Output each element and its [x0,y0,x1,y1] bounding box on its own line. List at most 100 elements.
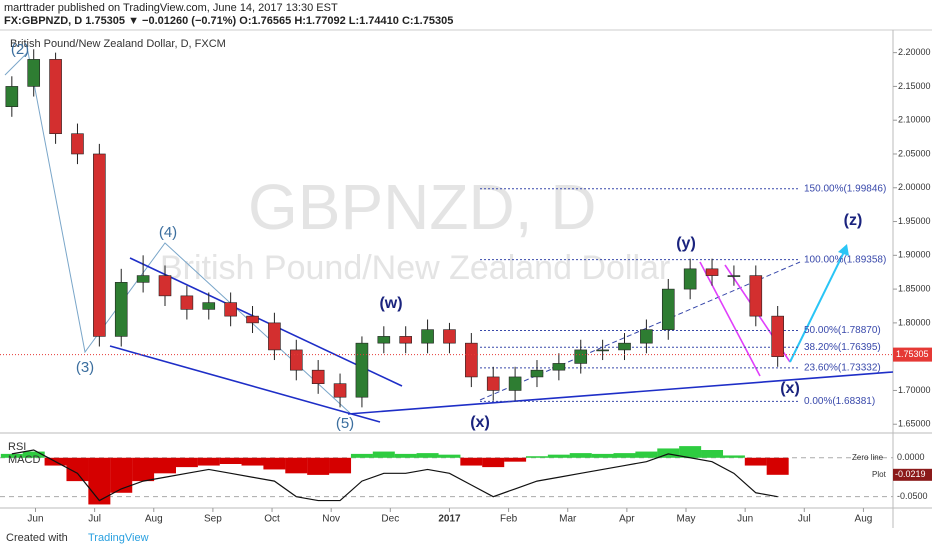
candle-body [640,329,653,344]
y-tick-label: 2.15000 [898,81,931,91]
macd-hist-bar [635,451,658,458]
candle-body [180,295,194,310]
macd-hist-bar [766,457,789,475]
candle-body [246,315,259,324]
main-pane [4,49,893,423]
x-tick-label: Dec [381,514,399,525]
x-tick-label: Jul [88,514,101,525]
macd-hist-bar [0,453,23,458]
y-tick-label: 1.70000 [898,385,931,395]
macd-hist-bar [591,453,614,458]
last-price-label: 1.75305 [896,349,929,359]
macd-hist-bar [175,457,198,468]
plot-box [893,468,932,481]
publisher-line: marttrader published on TradingView.com,… [4,2,338,14]
zero-line-label: Zero line [852,453,884,462]
macd-hist-bar [66,457,89,482]
y-tick-label: 2.00000 [898,182,931,192]
watermark-name: British Pound/New Zealand Dollar [160,249,670,287]
watermark-symbol: GBPNZD, D [248,171,596,243]
fib-label: 100.00%(1.89358) [804,254,886,265]
indicator-pane [0,446,893,505]
y-tick-label: 1.90000 [898,250,931,260]
candle-body [421,329,434,344]
plot-label: Plot [872,470,887,479]
macd-hist-bar [350,453,373,458]
macd-line [11,449,778,502]
candle-body [443,329,456,344]
fib-label: 150.00%(1.99846) [804,183,886,194]
candle-body [355,342,369,398]
candle-body [574,349,588,364]
candle-body [596,349,609,352]
macd-hist-bar [307,457,330,475]
y-tick-label: 1.95000 [898,216,931,226]
fib-label: 38.20%(1.76395) [804,342,881,353]
candle-body [552,363,566,371]
symbol-line: FX:GBPNZD, D 1.75305 ▼ −0.01260 (−0.71%)… [4,15,453,27]
y-tick-label: 2.05000 [898,148,931,158]
candle-body [771,315,784,357]
y-tick-label: 2.20000 [898,47,931,57]
candle-body [202,302,216,310]
candle-body [508,376,522,391]
macd-hist-bar [372,451,395,458]
x-tick-label: Jul [798,514,811,525]
trend-line [347,371,893,415]
candle-body [661,288,675,330]
candle-body [683,268,697,290]
x-tick-label: Oct [264,514,280,525]
x-tick-label: May [677,514,696,525]
candle-body [289,349,303,371]
x-tick-label: Aug [145,514,163,525]
candle-body [27,59,41,87]
macd-hist-bar [153,457,176,474]
candle-body [158,275,172,297]
macd-hist-bar [88,457,111,505]
macd-hist-bar [482,457,505,468]
candle-body [224,302,237,317]
rsi-label: RSI [8,441,26,453]
channel-lower [699,261,761,377]
candle-body [705,268,719,276]
candle-body [71,133,84,155]
wave-label: (x) [470,414,490,431]
x-tick-label: Jun [27,514,43,525]
macd-hist-bar [329,457,352,474]
candle-body [311,369,325,384]
macd-hist-bar [525,456,548,458]
macd-hist-bar [657,448,680,458]
wave-label: (2) [11,41,29,58]
wave-label: (5) [336,415,354,432]
macd-hist-bar [569,453,592,458]
fib-label: 23.60%(1.73332) [804,363,881,374]
macd-hist-bar [722,455,745,458]
wedge-lower [109,345,381,423]
wave-label: (w) [379,295,402,312]
macd-hist-bar [460,457,483,466]
wave-label: (x) [780,380,800,397]
macd-hist-bar [744,457,767,466]
candle-body [5,86,19,107]
macd-hist-bar [504,457,527,462]
candle-body [333,383,347,398]
projection-arrow [789,249,846,363]
wave-label: (y) [676,235,696,252]
candle-body [268,322,281,351]
plot-value: -0.0219 [895,469,926,479]
macd-label: MACD [8,454,40,466]
macd-hist-bar [285,457,308,474]
candle-body [136,275,150,283]
candle-body [377,336,391,344]
fib-label: 0.00%(1.68381) [804,396,875,407]
candle-body [93,153,106,337]
y-tick-label: 2.10000 [898,115,931,125]
wave-label: (3) [76,359,94,376]
x-tick-label: Mar [559,514,577,525]
wave-label: (z) [844,212,863,229]
x-tick-label: 2017 [438,514,461,525]
macd-hist-bar [438,454,461,458]
ind-tick-label: 0.0000 [897,452,925,462]
macd-hist-bar [613,453,636,458]
